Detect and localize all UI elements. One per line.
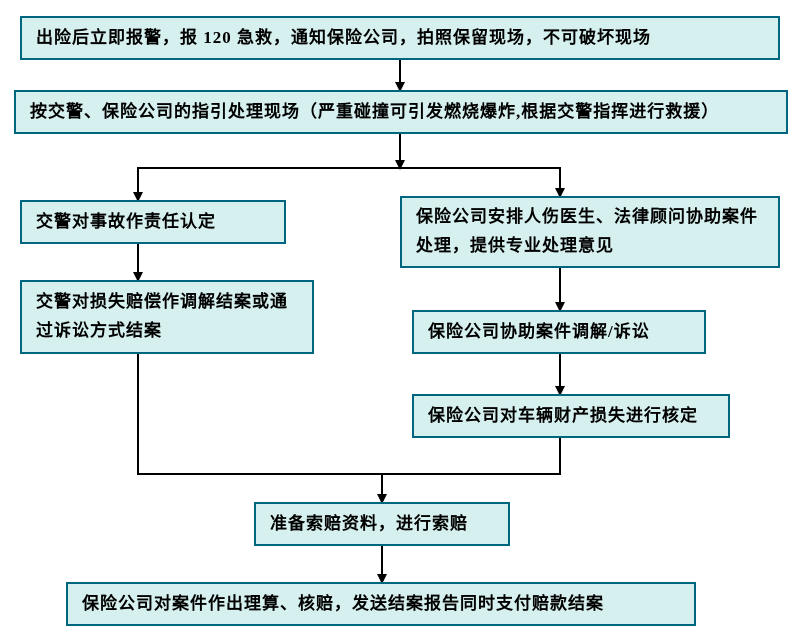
flowchart-stage: 出险后立即报警，报 120 急救，通知保险公司，拍照保留现场，不可破坏现场按交警… [0, 0, 800, 641]
step-settle: 保险公司对案件作出理算、核赔，发送结案报告同时支付赔款结案 [66, 582, 696, 626]
edge-n4-merge [138, 354, 382, 474]
step-liability: 交警对事故作责任认定 [20, 200, 286, 244]
step-handle-scene: 按交警、保险公司的指引处理现场（严重碰撞可引发燃烧爆炸,根据交警指挥进行救援） [14, 90, 788, 134]
step-insurer-arrange: 保险公司安排人伤医生、法律顾问协助案件处理，提供专业处理意见 [400, 196, 780, 268]
edge-n7-merge [382, 438, 560, 474]
step-prepare-claim: 准备索赔资料，进行索赔 [254, 502, 510, 546]
edge-split-right [400, 168, 560, 196]
step-insurer-assist: 保险公司协助案件调解/诉讼 [412, 310, 706, 354]
step-mediation: 交警对损失赔偿作调解结案或通过诉讼方式结案 [20, 280, 314, 354]
step-report: 出险后立即报警，报 120 急救，通知保险公司，拍照保留现场，不可破坏现场 [20, 16, 780, 60]
edge-split-left [138, 168, 400, 200]
step-insurer-assess: 保险公司对车辆财产损失进行核定 [412, 394, 730, 438]
